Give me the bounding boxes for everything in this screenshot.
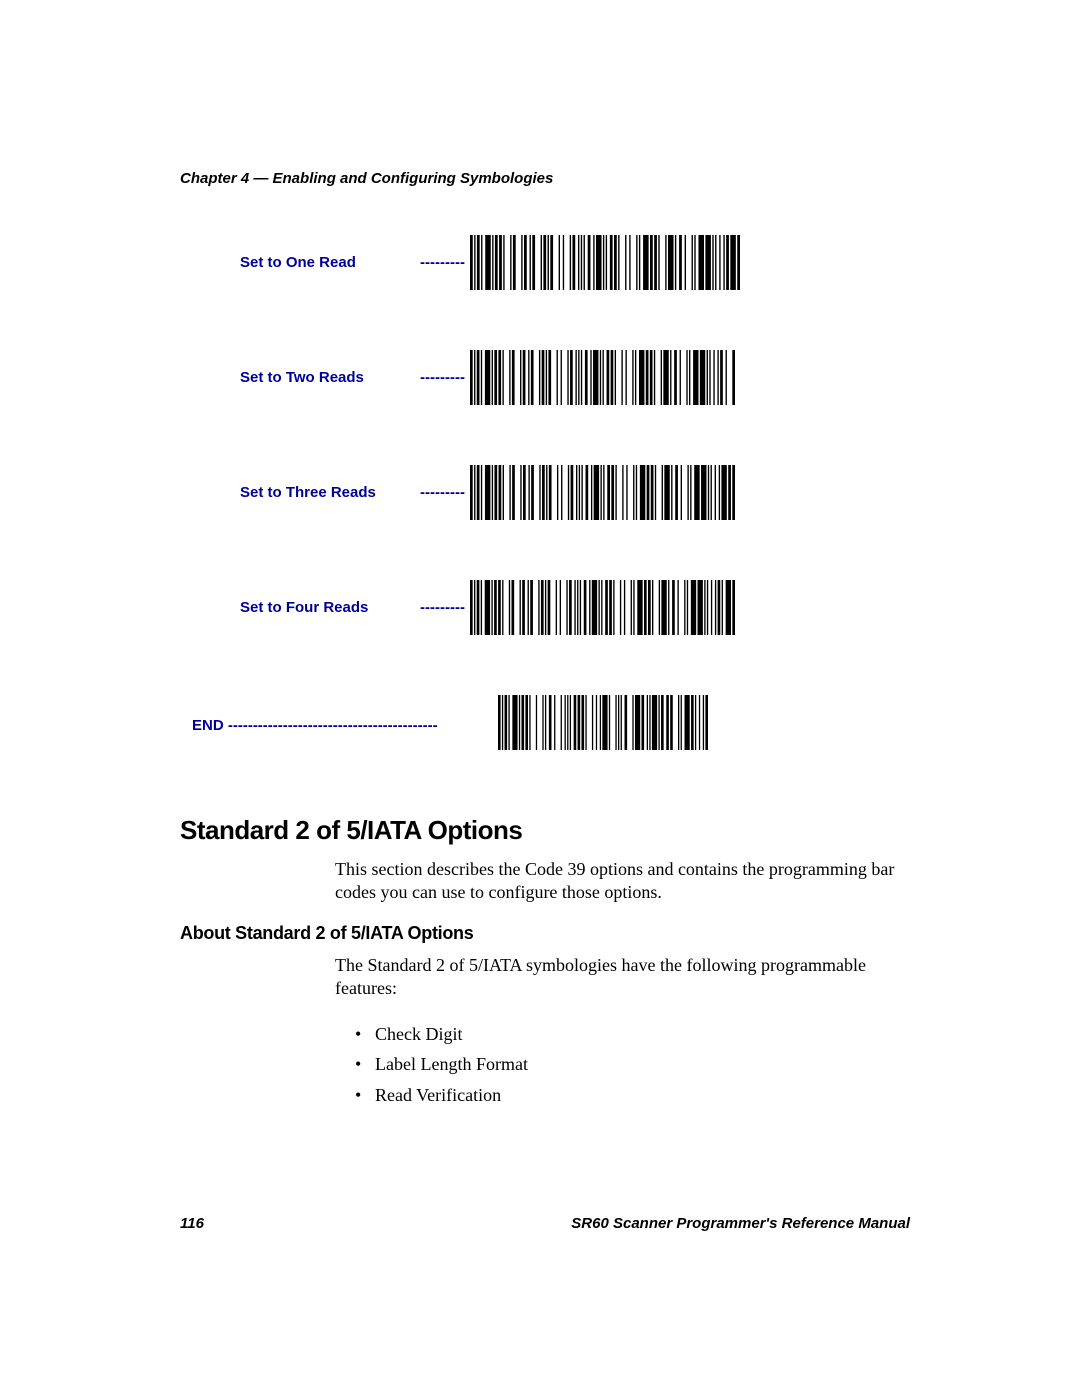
feature-item: Read Verification	[355, 1080, 910, 1111]
end-barcode	[498, 695, 708, 755]
barcode-dashes: ---------	[420, 369, 470, 386]
section-intro: This section describes the Code 39 optio…	[335, 858, 910, 905]
barcode-row: Set to Two Reads ---------	[180, 350, 910, 405]
end-row: END ------------------------------------…	[180, 695, 910, 755]
barcode-label: Set to One Read	[240, 254, 420, 271]
subsection-title: About Standard 2 of 5/IATA Options	[180, 923, 910, 944]
barcode-dashes: ---------	[420, 599, 470, 616]
barcode-label: Set to Two Reads	[240, 369, 420, 386]
barcode-row: Set to Four Reads ---------	[180, 580, 910, 635]
barcode-label: Set to Three Reads	[240, 484, 420, 501]
barcode-row: Set to Three Reads ---------	[180, 465, 910, 520]
footer-title: SR60 Scanner Programmer's Reference Manu…	[571, 1215, 910, 1232]
page-footer: 116 SR60 Scanner Programmer's Reference …	[180, 1215, 910, 1232]
feature-item: Label Length Format	[355, 1049, 910, 1080]
page-number: 116	[180, 1215, 204, 1232]
barcode-row: Set to One Read ---------	[180, 235, 910, 290]
feature-list: Check DigitLabel Length FormatRead Verif…	[355, 1019, 910, 1111]
page-content: Chapter 4 — Enabling and Configuring Sym…	[180, 170, 910, 1110]
barcode-dashes: ---------	[420, 484, 470, 501]
subsection-intro: The Standard 2 of 5/IATA symbologies hav…	[335, 954, 910, 1001]
section-title: Standard 2 of 5/IATA Options	[180, 815, 910, 846]
feature-item: Check Digit	[355, 1019, 910, 1050]
barcode-dashes: ---------	[420, 254, 470, 271]
barcode-label: Set to Four Reads	[240, 599, 420, 616]
end-label: END ------------------------------------…	[192, 717, 438, 734]
chapter-header: Chapter 4 — Enabling and Configuring Sym…	[180, 170, 910, 187]
